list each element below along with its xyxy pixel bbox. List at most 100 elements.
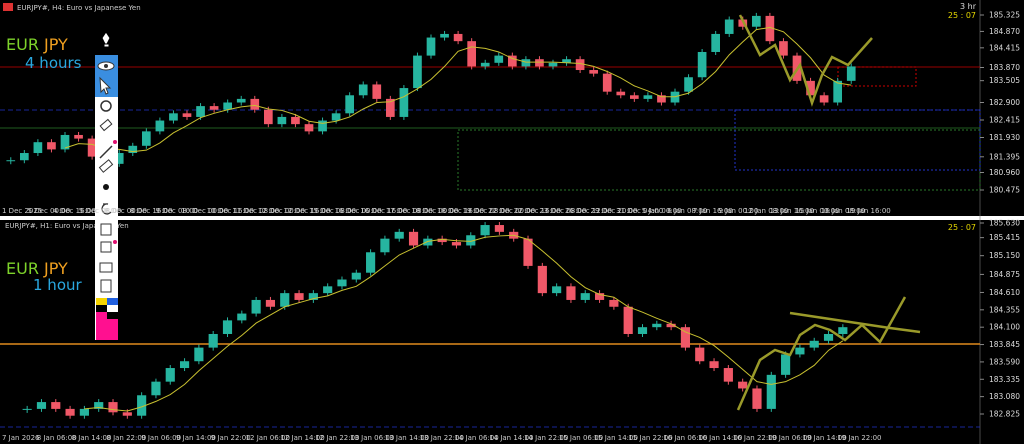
time-label: 14 Jan 14:00 bbox=[489, 434, 533, 442]
candle bbox=[222, 320, 233, 334]
candle bbox=[194, 347, 204, 362]
candle bbox=[251, 299, 261, 314]
candle bbox=[345, 95, 355, 114]
candle bbox=[380, 238, 390, 253]
candle bbox=[318, 120, 327, 132]
candle bbox=[535, 59, 544, 67]
price-label: 183.505 bbox=[989, 76, 1020, 85]
delete-tool[interactable] bbox=[100, 223, 112, 236]
candle bbox=[537, 265, 547, 294]
candle bbox=[494, 225, 504, 232]
time-label: 23 Dec 08:00 bbox=[539, 207, 586, 215]
trend-line bbox=[789, 311, 921, 334]
undo-tool[interactable] bbox=[101, 203, 112, 215]
time-label: 14 Jan 22:00 bbox=[524, 434, 568, 442]
eraser-tool[interactable] bbox=[99, 118, 113, 132]
candle bbox=[426, 37, 436, 56]
candle bbox=[60, 134, 70, 150]
candle bbox=[265, 299, 276, 307]
time-label: 19 Jan 22:00 bbox=[837, 434, 881, 442]
symbol-title: EURJPY#, H4: Euro vs Japanese Yen bbox=[17, 4, 141, 12]
screenshot-tool[interactable] bbox=[99, 262, 113, 273]
template-tool[interactable] bbox=[100, 241, 112, 253]
time-label: 18 Dec 16:00 bbox=[437, 207, 484, 215]
candle bbox=[819, 95, 829, 103]
time-label: 15 Jan 22:00 bbox=[628, 434, 672, 442]
panel-separator bbox=[0, 216, 1024, 220]
candle bbox=[277, 116, 287, 125]
candle bbox=[223, 102, 233, 110]
candle bbox=[358, 84, 368, 96]
candle bbox=[637, 327, 648, 334]
candle bbox=[165, 368, 175, 382]
candle bbox=[137, 395, 147, 416]
zone-box bbox=[734, 109, 981, 171]
color-swatch[interactable] bbox=[107, 305, 118, 312]
candle bbox=[751, 15, 761, 27]
projection-path bbox=[738, 14, 873, 107]
time-label: 9 Jan 00:00 bbox=[718, 207, 758, 215]
candle bbox=[337, 279, 347, 287]
time-label: 6 Jan 08:00 bbox=[667, 207, 707, 215]
candle bbox=[74, 134, 83, 139]
candle bbox=[385, 98, 395, 117]
cursor-tool[interactable] bbox=[99, 76, 112, 95]
time-label: 8 Jan 14:00 bbox=[72, 434, 112, 442]
time-label: 26 Dec 12:00 bbox=[565, 207, 612, 215]
time-label: 5 Dec 08:00 bbox=[79, 207, 122, 215]
time-label: 16 Dec 16:00 bbox=[360, 207, 407, 215]
time-label: 10 Dec 16:00 bbox=[207, 207, 254, 215]
ruler-tool[interactable] bbox=[98, 159, 114, 173]
candle bbox=[413, 55, 422, 89]
price-label: 182.825 bbox=[989, 410, 1020, 419]
time-label: 4 Dec 16:00 bbox=[53, 207, 96, 215]
candle bbox=[467, 41, 477, 67]
price-label: 184.100 bbox=[989, 323, 1020, 332]
candle bbox=[724, 19, 734, 34]
color-swatch[interactable] bbox=[96, 305, 107, 312]
candle bbox=[423, 238, 433, 246]
candle bbox=[806, 80, 815, 96]
list-tool[interactable] bbox=[100, 279, 112, 293]
candle bbox=[466, 235, 476, 246]
dot-tool[interactable] bbox=[103, 184, 109, 190]
candle bbox=[623, 306, 633, 334]
candle bbox=[33, 142, 43, 154]
candle bbox=[594, 293, 605, 300]
color-swatch[interactable] bbox=[107, 298, 118, 305]
candle bbox=[480, 225, 490, 236]
pen-icon[interactable] bbox=[101, 31, 111, 48]
candle bbox=[47, 142, 56, 150]
candle bbox=[562, 59, 571, 63]
timeframe-label: 1 hour bbox=[33, 276, 83, 294]
color-swatch[interactable] bbox=[96, 298, 107, 305]
symbol-title: EURJPY#, H1: Euro vs Japanese Yen bbox=[5, 222, 129, 230]
candle bbox=[366, 252, 376, 273]
line-tool[interactable] bbox=[99, 145, 113, 159]
time-label: 12 Jan 06:00 bbox=[246, 434, 290, 442]
zone-box bbox=[457, 129, 981, 191]
candle bbox=[494, 55, 504, 63]
time-label: 9 Jan 06:00 bbox=[141, 434, 181, 442]
candle bbox=[51, 402, 61, 409]
time-label: 16 Jan 06:00 bbox=[663, 434, 707, 442]
candle bbox=[114, 153, 124, 164]
symbol-icon bbox=[3, 3, 13, 11]
magnet-tool[interactable] bbox=[100, 100, 112, 112]
candle bbox=[280, 293, 290, 307]
candle bbox=[308, 293, 318, 300]
candle bbox=[437, 238, 447, 243]
color-swatch[interactable] bbox=[107, 312, 118, 319]
candle bbox=[331, 113, 341, 121]
time-label: 5 Dec 00:00 bbox=[28, 207, 71, 215]
time-label: 7 Jan 16:00 bbox=[693, 207, 733, 215]
candle bbox=[709, 361, 719, 369]
candle bbox=[566, 286, 576, 300]
candle bbox=[36, 402, 47, 409]
price-label: 183.870 bbox=[989, 63, 1020, 72]
candle bbox=[846, 66, 856, 81]
price-label: 184.415 bbox=[989, 43, 1020, 52]
moving-average bbox=[84, 234, 844, 412]
tool-badge bbox=[113, 140, 117, 144]
time-label: 17 Dec 08:00 bbox=[386, 207, 433, 215]
